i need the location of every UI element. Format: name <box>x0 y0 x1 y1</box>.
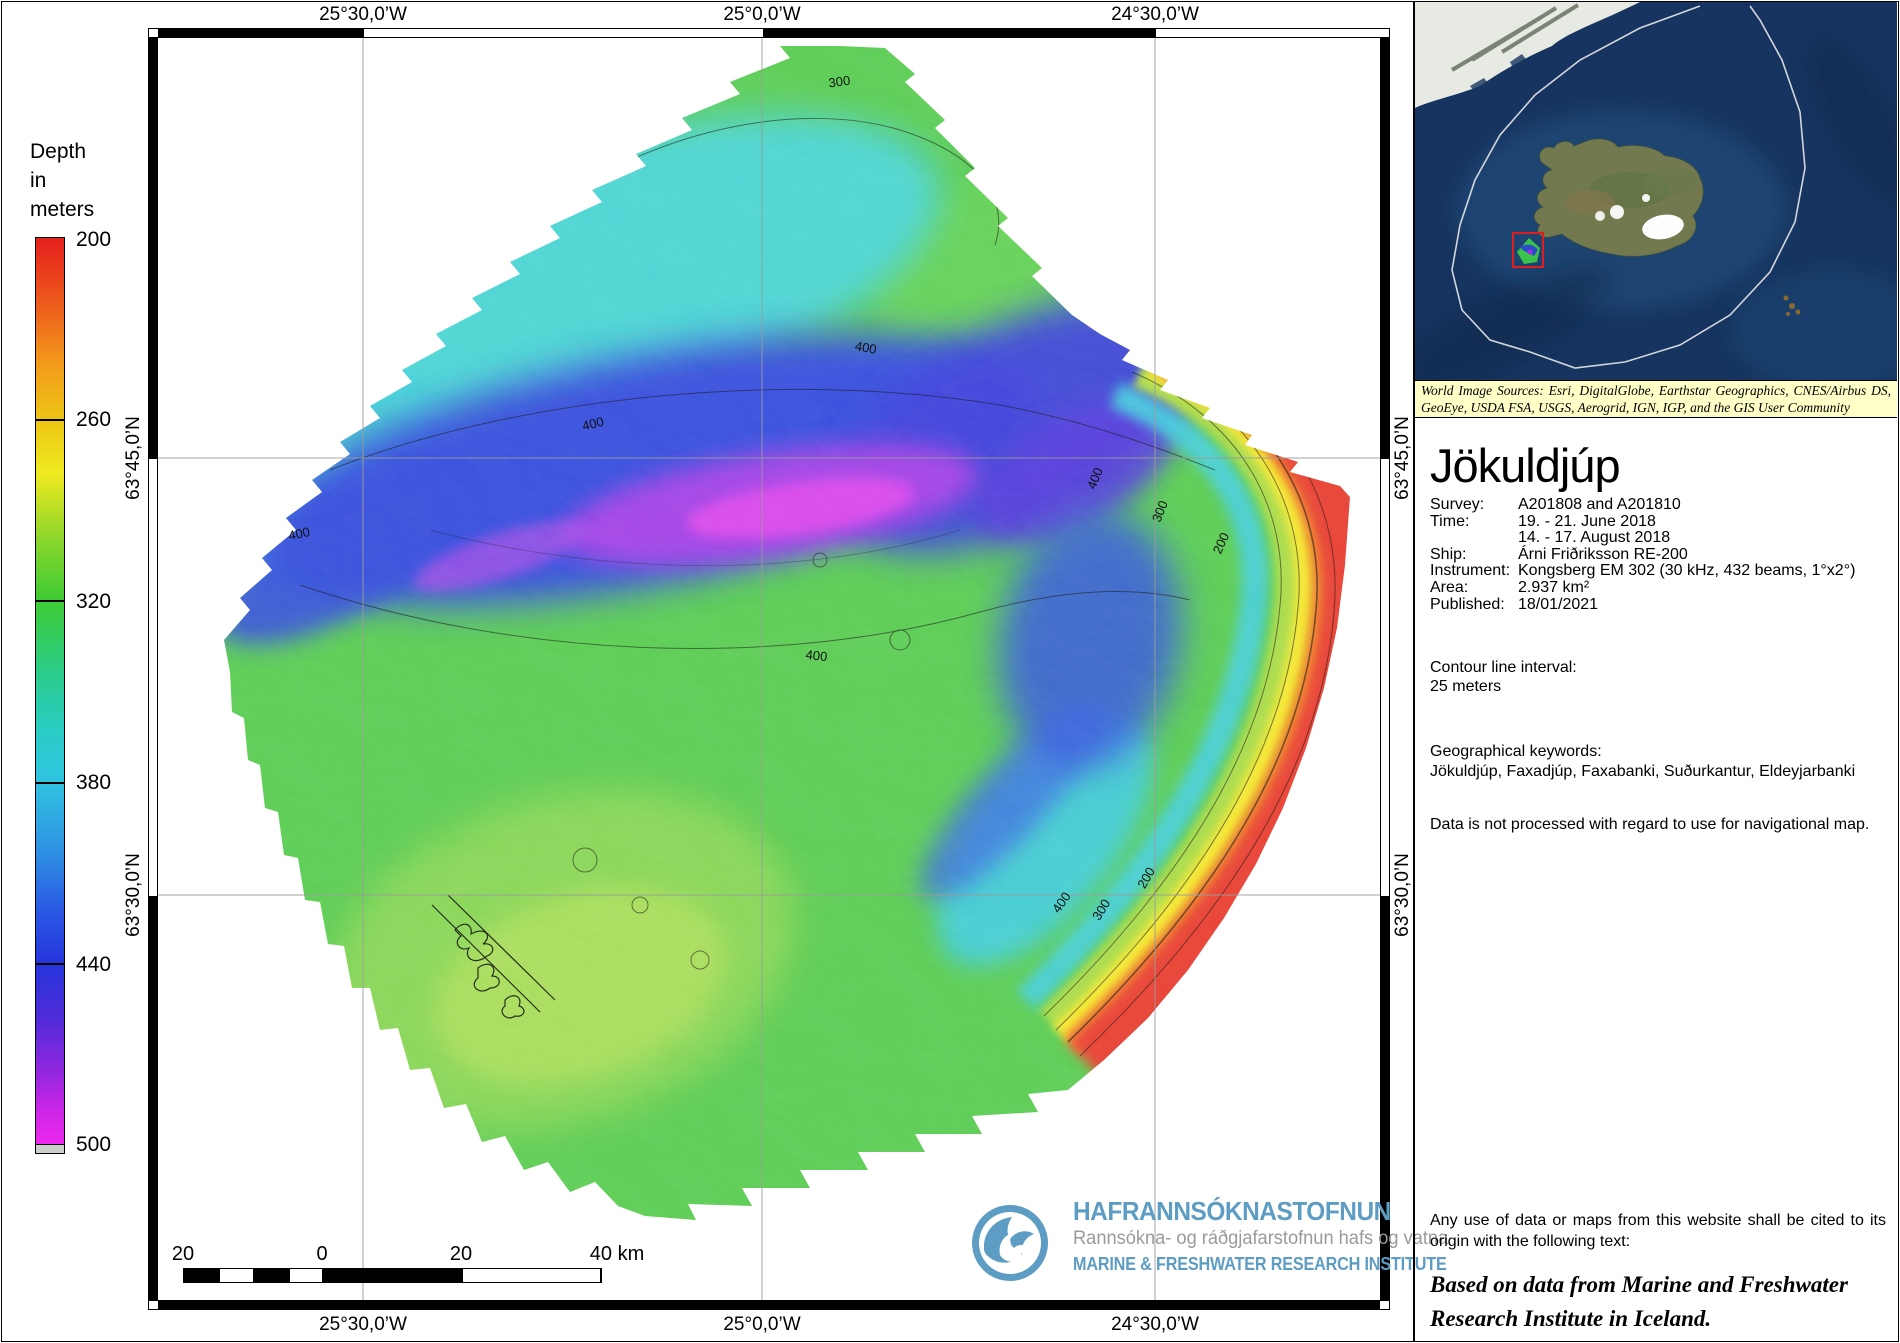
keywords-value: Jökuldjúp, Faxadjúp, Faxabanki, Suðurkan… <box>1430 763 1856 780</box>
faroe-islands <box>1783 295 1801 316</box>
scalebar-label-20-right: 20 <box>449 1243 473 1265</box>
lon-label-top-2430W: 24°30,0’W <box>1111 4 1199 25</box>
detail-label: Published: <box>1430 595 1505 613</box>
detail-label: Area: <box>1430 578 1469 596</box>
map-frame-bottom <box>148 1300 1390 1310</box>
lon-label-bottom-2530W: 25°30,0’W <box>319 1314 407 1335</box>
graticule <box>158 38 1380 1300</box>
detail-value: Árni Friðriksson RE-200 <box>1518 545 1688 563</box>
detail-value: A201808 and A201810 <box>1518 496 1681 513</box>
lat-label-left-6330N: 63°30,0’N <box>123 853 144 937</box>
image-sources-box: World Image Sources: Esri, DigitalGlobe,… <box>1415 380 1897 418</box>
colorbar-label-260: 260 <box>76 408 112 431</box>
vatnajokull-glacier <box>1642 214 1684 240</box>
lon-label-top-2500W: 25°0,0’W <box>723 4 801 25</box>
disclaimer-text: Data is not processed with regard to use… <box>1430 816 1870 833</box>
colorbar-title-line1: Depth in <box>30 140 87 192</box>
citation-text: Based on data from Marine and Freshwater… <box>1430 1272 1848 1331</box>
colorbar-end-cap <box>35 1145 65 1154</box>
detail-label: Instrument: <box>1430 562 1511 580</box>
detail-value: 18/01/2021 <box>1518 595 1599 613</box>
detail-value: Kongsberg EM 302 (30 kHz, 432 beams, 1°x… <box>1518 562 1856 580</box>
lat-label-right-6330N: 63°30,0’N <box>1392 853 1413 937</box>
detail-value: 14. - 17. August 2018 <box>1518 529 1671 547</box>
map-frame-right <box>1380 38 1390 1301</box>
depth-colorbar <box>35 237 65 1145</box>
scalebar-label-40km: 40 km <box>589 1243 645 1265</box>
contour-label: 400 <box>581 414 606 434</box>
detail-label: Ship: <box>1430 545 1467 563</box>
colorbar-tick-380 <box>36 781 64 784</box>
iceland-inset-map <box>1415 2 1897 380</box>
logo-name-english: MARINE & FRESHWATER RESEARCH INSTITUTE <box>1073 1254 1447 1274</box>
colorbar-label-320: 320 <box>76 590 112 613</box>
keywords-block: Geographical keywords: Jökuldjúp, Faxadj… <box>1430 742 1886 782</box>
detail-label: Time: <box>1430 512 1470 530</box>
page-title: Jökuldjúp <box>1430 439 1621 492</box>
detail-value: 2.937 km² <box>1518 578 1590 596</box>
contour-label: 400 <box>287 524 311 543</box>
colorbar-tick-320 <box>36 600 64 603</box>
colorbar-tick-260 <box>36 419 64 422</box>
eez-boundary-line <box>1451 5 1806 369</box>
scalebar-label-20-left: 20 <box>171 1243 195 1265</box>
contour-interval-value: 25 meters <box>1430 678 1502 695</box>
greenland-coast <box>1415 2 1640 108</box>
logo-name-icelandic: HAFRANNSÓKNASTOFNUN <box>1073 1196 1391 1226</box>
shoal-contours <box>431 894 556 1019</box>
panel-divider <box>1413 2 1415 1341</box>
bathymetry-surface <box>224 46 1350 1220</box>
colorbar-title: Depth in meters <box>30 137 140 224</box>
colorbar-label-440: 440 <box>76 953 112 976</box>
lon-label-bottom-2500W: 25°0,0’W <box>723 1314 801 1335</box>
detail-label <box>1430 530 1518 547</box>
survey-location-marker <box>1512 232 1544 268</box>
citation-intro: Any use of data or maps from this websit… <box>1430 1212 1886 1250</box>
contour-interval-block: Contour line interval: 25 meters <box>1430 658 1886 696</box>
keywords-label: Geographical keywords: <box>1430 743 1602 760</box>
contour-label: 400 <box>805 647 828 664</box>
colorbar-label-200: 200 <box>76 228 112 251</box>
map-frame-left <box>148 38 158 1301</box>
lat-label-right-6345N: 63°45,0’N <box>1392 416 1413 500</box>
map-frame-top <box>148 28 1390 38</box>
contour-interval-label: Contour line interval: <box>1430 659 1577 676</box>
lon-label-bottom-2430W: 24°30,0’W <box>1111 1314 1199 1335</box>
lat-label-left-6345N: 63°45,0’N <box>123 416 144 500</box>
contour-label: 400 <box>854 338 878 357</box>
mfri-logo-icon <box>972 1205 1048 1281</box>
contour-label: 300 <box>828 73 852 91</box>
colorbar-tick-440 <box>36 962 64 965</box>
colorbar-label-500: 500 <box>76 1133 112 1156</box>
survey-details: Survey: A201808 and A201810 Time: 19. - … <box>1430 496 1884 613</box>
image-sources-line1: World Image Sources: Esri, DigitalGlobe,… <box>1421 383 1891 398</box>
colorbar-title-line2: meters <box>30 198 95 221</box>
image-sources-line2: GeoEye, USDA FSA, USGS, Aerogrid, IGN, I… <box>1421 400 1850 415</box>
detail-value: 19. - 21. June 2018 <box>1518 512 1656 530</box>
colorbar-label-380: 380 <box>76 771 112 794</box>
scalebar <box>183 1268 602 1283</box>
logo-tagline-icelandic: Rannsókna- og ráðgjafarstofnun hafs og v… <box>1073 1228 1449 1249</box>
bathymetry-map: 300 400 400 400 300 200 400 400 400 300 … <box>158 38 1380 1300</box>
detail-label: Survey: <box>1430 496 1485 513</box>
scalebar-label-0: 0 <box>316 1243 328 1265</box>
lon-label-top-2530W: 25°30,0’W <box>319 4 407 25</box>
